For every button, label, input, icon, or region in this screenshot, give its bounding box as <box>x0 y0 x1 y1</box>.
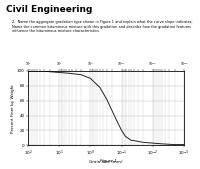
X-axis label: Grain Size (mm): Grain Size (mm) <box>89 160 123 164</box>
Text: 2.  Name the aggregate gradation type shown in Figure 1 and explain what the cur: 2. Name the aggregate gradation type sho… <box>12 20 193 33</box>
Text: Figure 1: Figure 1 <box>100 159 116 163</box>
Y-axis label: Percent Finer by Weight: Percent Finer by Weight <box>11 84 15 133</box>
Text: Civil Engineering: Civil Engineering <box>6 5 92 14</box>
